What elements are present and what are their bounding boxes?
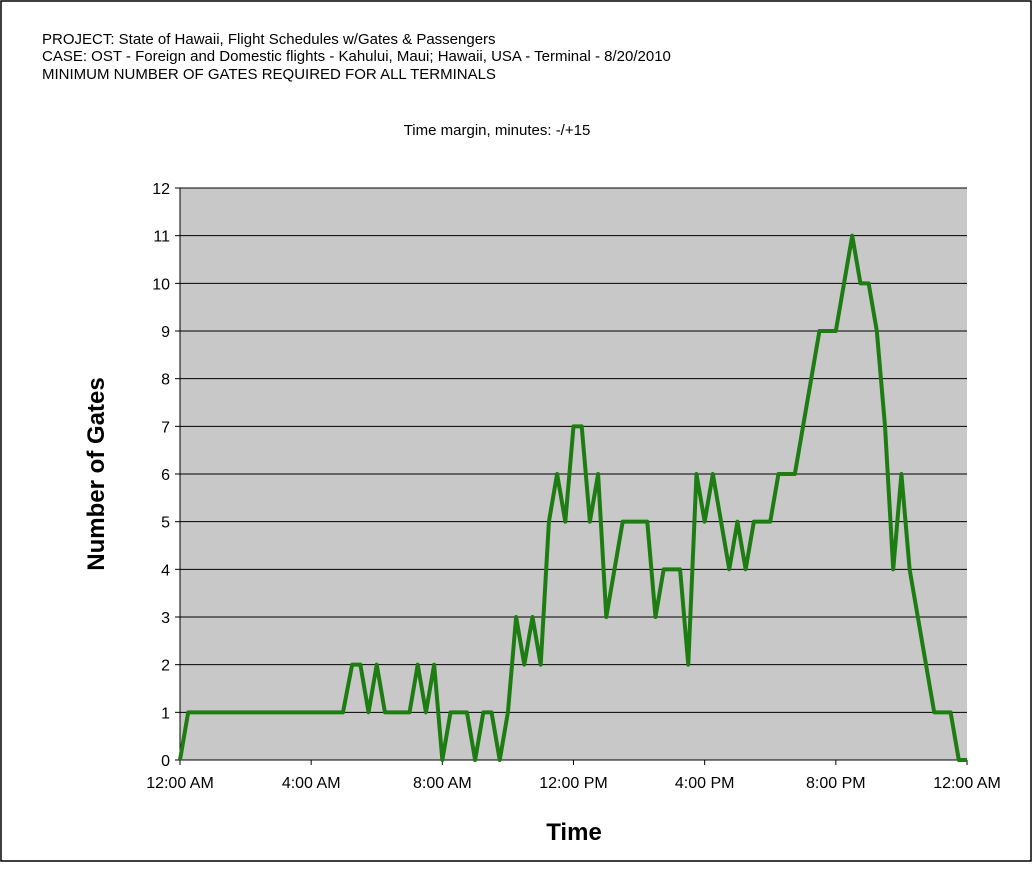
x-tick-label: 12:00 AM (933, 775, 1001, 792)
y-tick-label: 0 (161, 753, 170, 770)
y-axis-label: Number of Gates (83, 377, 110, 570)
y-tick-label: 10 (152, 276, 170, 293)
x-tick-label: 12:00 PM (539, 775, 607, 792)
y-tick-label: 7 (161, 419, 170, 436)
y-tick-label: 11 (153, 229, 170, 246)
y-tick-label: 5 (161, 515, 170, 532)
x-tick-label: 8:00 PM (806, 775, 866, 792)
y-tick-label: 2 (161, 658, 170, 675)
title-line: MINIMUM NUMBER OF GATES REQUIRED FOR ALL… (42, 66, 496, 83)
x-tick-label: 4:00 PM (675, 775, 735, 792)
title-line: PROJECT: State of Hawaii, Flight Schedul… (42, 31, 496, 48)
y-tick-label: 9 (161, 324, 170, 341)
x-tick-label: 4:00 AM (282, 775, 341, 792)
y-tick-label: 3 (161, 610, 170, 627)
x-tick-label: 8:00 AM (413, 775, 472, 792)
title-line: CASE: OST - Foreign and Domestic flights… (42, 48, 671, 65)
y-tick-label: 12 (152, 181, 170, 198)
y-tick-label: 6 (161, 467, 170, 484)
data-line (178, 233, 967, 762)
y-tick-label: 1 (161, 705, 170, 722)
x-tick-label: 12:00 AM (146, 775, 214, 792)
x-axis-label: Time (546, 819, 602, 846)
y-tick-label: 4 (161, 562, 170, 579)
y-tick-label: 8 (161, 372, 170, 389)
subtitle: Time margin, minutes: -/+15 (404, 122, 591, 139)
